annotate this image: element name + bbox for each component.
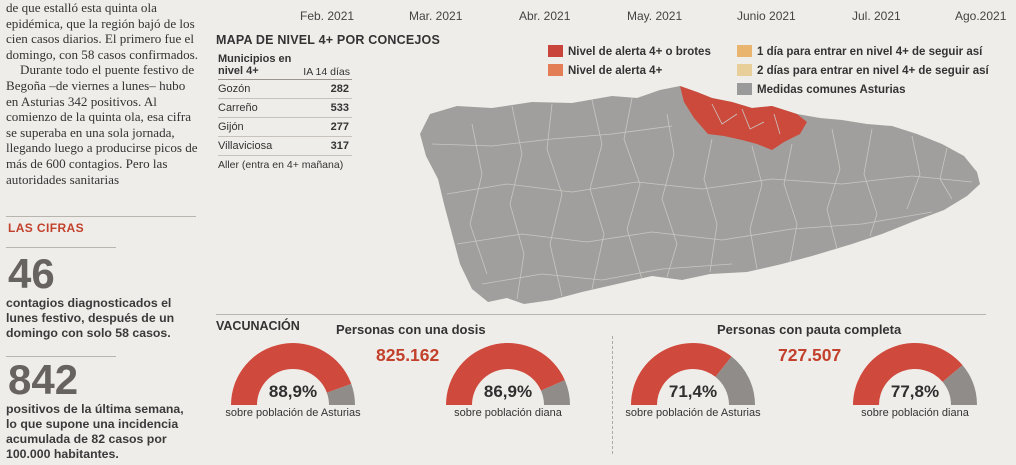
table-header-ia: IA 14 días (303, 66, 350, 78)
table-row: Gijón 277 (218, 118, 352, 137)
legend-label: Nivel de alerta 4+ o brotes (568, 46, 711, 58)
asturias-map (420, 86, 980, 304)
figure-number: 46 (8, 250, 55, 297)
legend-item: 2 días para entrar en nivel 4+ de seguir… (737, 64, 989, 77)
figure-text: contagios diagnosticados el lunes festiv… (6, 296, 175, 340)
gauge-chart (231, 343, 355, 405)
gauge-caption: sobre población de Asturias (625, 407, 761, 419)
municipality-ia: 317 (330, 140, 349, 152)
asturias-region (420, 86, 980, 304)
gauge-value: 77,8% (890, 382, 940, 401)
legend-item: Medidas comunes Asturias (737, 83, 905, 96)
figures-label: LAS CIFRAS (8, 221, 84, 235)
gauge-remaining-arc (326, 383, 355, 405)
municipality-ia: 533 (330, 102, 349, 114)
gauge-chart (631, 343, 755, 405)
table-row: Gozón 282 (218, 80, 352, 99)
gauge-remaining-arc (942, 365, 977, 405)
article-paragraph: de que estalló esta quinta ola epidémica… (6, 0, 199, 62)
legend-label: Medidas comunes Asturias (757, 84, 906, 96)
article-text: de que estalló esta quinta ola epidémica… (6, 0, 198, 187)
legend-label: Nivel de alerta 4+ (568, 65, 663, 77)
month-label: Junio 2021 (737, 9, 796, 23)
municipality-ia: 277 (330, 121, 349, 133)
legend-swatch (548, 64, 563, 76)
group-separator (612, 336, 613, 454)
map-title: MAPA DE NIVEL 4+ POR CONCEJOS (216, 33, 441, 47)
gauge-full-diana: 77,8% sobre población diana (845, 337, 985, 457)
month-label: Jul. 2021 (852, 9, 901, 23)
month-label: Mar. 2021 (409, 9, 463, 23)
table-note-row: Aller (entra en 4+ mañana) (218, 156, 352, 175)
table-row: Villaviciosa 317 (218, 137, 352, 156)
legend-swatch (548, 45, 563, 57)
gauge-one-dose-diana: 86,9% sobre población diana (438, 337, 578, 457)
gauge-filled-arc (853, 343, 963, 405)
municipality-name: Villaviciosa (218, 140, 273, 152)
legend-label: 2 días para entrar en nivel 4+ de seguir… (757, 65, 989, 77)
legend-item: 1 día para entrar en nivel 4+ de seguir … (737, 45, 982, 58)
gauge-caption: sobre población diana (454, 407, 562, 419)
legend-label: 1 día para entrar en nivel 4+ de seguir … (757, 46, 983, 58)
divider (6, 356, 116, 357)
table-header-municipios: Municipios en nivel 4+ (218, 53, 292, 77)
legend-swatch (737, 45, 752, 57)
gauge-filled-arc (446, 343, 565, 405)
vaccination-title: VACUNACIÓN (216, 319, 300, 333)
gauge-value: 71,4% (668, 382, 718, 401)
gauge-remaining-arc (540, 380, 570, 405)
municipality-name: Carreño (218, 102, 258, 114)
gauge-one-dose-asturias: 88,9% sobre población de Asturias (223, 337, 363, 457)
gauge-full-asturias: 71,4% sobre población de Asturias (623, 337, 763, 457)
figure-text: positivos de la última semana, lo que su… (6, 402, 184, 461)
table-row: Carreño 533 (218, 99, 352, 118)
gauge-value: 88,9% (268, 382, 318, 401)
gauge-filled-arc (631, 343, 732, 405)
legend-swatch (737, 64, 752, 76)
table-note: Aller (entra en 4+ mañana) (218, 159, 344, 171)
gauge-caption: sobre población diana (861, 407, 969, 419)
divider (216, 314, 986, 315)
municipality-ia: 282 (330, 83, 349, 95)
month-label: Feb. 2021 (300, 9, 355, 23)
gauge-caption: sobre población de Asturias (225, 407, 361, 419)
month-label: May. 2021 (627, 9, 683, 23)
month-label: Ago.2021 (955, 9, 1007, 23)
gauge-filled-arc (231, 343, 352, 405)
gauge-chart (853, 343, 977, 405)
article-paragraph: Durante todo el puente festivo de Begoña… (6, 62, 198, 187)
gauge-remaining-arc (715, 356, 755, 405)
legend-item: Nivel de alerta 4+ (548, 64, 662, 77)
alert-4plus-zone (680, 86, 807, 150)
group-title-full: Personas con pauta completa (717, 322, 902, 337)
legend-swatch (737, 83, 752, 95)
count-full: 727.507 (778, 345, 842, 365)
group-title-one-dose: Personas con una dosis (336, 322, 486, 337)
figure-number: 842 (8, 356, 79, 403)
article-column: de que estalló esta quinta ola epidémica… (6, 0, 198, 465)
divider (6, 247, 116, 248)
table-header: Municipios en nivel 4+ IA 14 días (218, 52, 352, 80)
municipality-name: Gozón (218, 83, 251, 95)
legend-item: Nivel de alerta 4+ o brotes (548, 45, 711, 58)
municipality-table: Municipios en nivel 4+ IA 14 días Gozón … (218, 52, 352, 175)
month-label: Abr. 2021 (519, 9, 571, 23)
count-one-dose: 825.162 (376, 345, 440, 365)
gauge-value: 86,9% (483, 382, 533, 401)
divider (6, 216, 196, 217)
concejo-borders (431, 97, 973, 300)
municipality-name: Gijón (218, 121, 244, 133)
gauge-chart (446, 343, 570, 405)
